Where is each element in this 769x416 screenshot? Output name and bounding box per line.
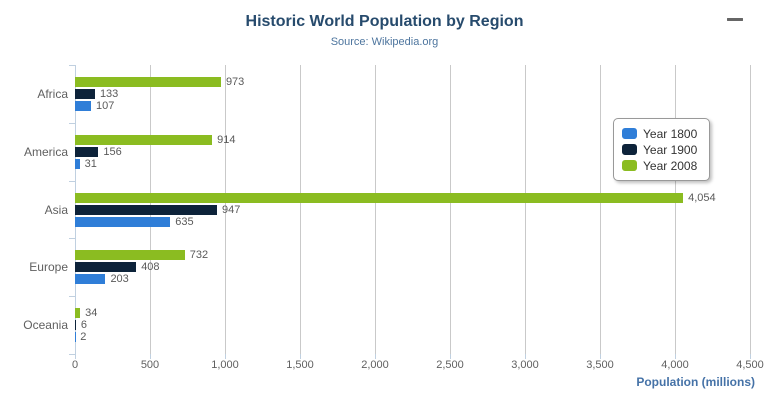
grid-line — [375, 65, 376, 354]
x-tick-label: 1,500 — [286, 359, 314, 371]
x-tick-label: 2,500 — [436, 359, 464, 371]
bar-label: 914 — [217, 133, 236, 146]
legend-label: Year 2008 — [643, 158, 698, 173]
bar-label: 408 — [141, 261, 160, 274]
category-label: Europe — [29, 260, 68, 275]
grid-line — [525, 65, 526, 354]
category-label: Africa — [37, 86, 68, 101]
x-axis-tick — [225, 354, 226, 359]
x-tick-label: 4,500 — [736, 359, 764, 371]
x-tick-label: 3,500 — [586, 359, 614, 371]
x-axis-tick — [675, 354, 676, 359]
y-axis-tick — [69, 296, 75, 298]
grid-line — [225, 65, 226, 354]
bar-label: 2 — [80, 331, 87, 344]
x-axis-tick — [375, 354, 376, 359]
x-axis-tick — [75, 354, 76, 359]
bar-label: 6 — [80, 319, 88, 332]
bar-label: 156 — [103, 145, 122, 158]
chart-title: Historic World Population by Region — [245, 13, 524, 30]
bar-asia-year-1800[interactable] — [75, 216, 171, 227]
y-axis-tick — [69, 180, 75, 182]
bar-label: 107 — [96, 99, 115, 112]
bar-label: 31 — [84, 157, 97, 170]
legend: Year 1800 Year 1900 Year 2008 — [613, 118, 711, 181]
x-axis-tick — [750, 354, 751, 359]
hamburger-bar — [727, 18, 743, 21]
legend-swatch — [622, 160, 637, 171]
hamburger-icon[interactable] — [726, 18, 744, 34]
x-tick-label: 2,000 — [361, 359, 389, 371]
grid-line — [675, 65, 676, 354]
bar-label: 732 — [189, 249, 209, 262]
x-tick-label: 1,000 — [211, 359, 239, 371]
bar-label: 4,054 — [688, 191, 716, 204]
legend-swatch — [622, 128, 637, 139]
bar-asia-year-2008[interactable] — [75, 192, 684, 203]
chart-subtitle: Source: Wikipedia.org — [330, 36, 439, 48]
x-tick-label: 500 — [140, 359, 160, 371]
bar-label: 973 — [225, 75, 245, 88]
grid-line — [600, 65, 601, 354]
bar-label: 947 — [222, 203, 241, 216]
bar-oceania-year-1800[interactable] — [75, 332, 76, 343]
legend-swatch — [622, 144, 637, 155]
bar-label: 133 — [99, 87, 119, 100]
bar-america-year-1900[interactable] — [75, 146, 99, 157]
category-label: America — [23, 144, 68, 159]
y-axis-tick — [69, 354, 75, 355]
y-axis-tick — [69, 238, 75, 240]
x-tick-label: 0 — [71, 359, 79, 371]
legend-item-year-1900[interactable]: Year 1900 — [622, 142, 697, 157]
legend-item-year-2008[interactable]: Year 2008 — [622, 158, 697, 173]
category-label: Asia — [44, 202, 68, 217]
bar-asia-year-1900[interactable] — [75, 204, 218, 215]
x-axis-tick — [600, 354, 601, 359]
x-axis-tick — [300, 354, 301, 359]
bar-europe-year-1800[interactable] — [75, 274, 106, 285]
x-axis-title: Population (millions) — [636, 375, 755, 389]
y-axis-tick — [69, 122, 75, 124]
grid-line — [300, 65, 301, 354]
y-axis-tick — [69, 65, 75, 66]
bar-europe-year-2008[interactable] — [75, 250, 185, 261]
bar-africa-year-1800[interactable] — [75, 100, 92, 111]
bar-label: 203 — [110, 273, 129, 286]
x-tick-label: 4,000 — [661, 359, 689, 371]
x-axis-tick — [450, 354, 451, 359]
x-tick-label: 3,000 — [511, 359, 539, 371]
bar-oceania-year-2008[interactable] — [75, 308, 81, 319]
category-label: Oceania — [23, 318, 68, 333]
grid-line — [450, 65, 451, 354]
legend-item-year-1800[interactable]: Year 1800 — [622, 126, 697, 141]
bar-america-year-1800[interactable] — [75, 158, 80, 169]
bar-label: 34 — [85, 307, 98, 320]
x-axis-tick — [150, 354, 151, 359]
legend-label: Year 1800 — [643, 126, 698, 141]
bar-africa-year-1900[interactable] — [75, 88, 95, 99]
bar-europe-year-1900[interactable] — [75, 262, 137, 273]
bar-oceania-year-1900[interactable] — [75, 320, 76, 331]
x-axis-tick — [525, 354, 526, 359]
legend-label: Year 1900 — [643, 142, 698, 157]
grid-line — [750, 65, 751, 354]
bar-america-year-2008[interactable] — [75, 134, 213, 145]
bar-label: 635 — [175, 215, 194, 228]
bar-africa-year-2008[interactable] — [75, 76, 221, 87]
